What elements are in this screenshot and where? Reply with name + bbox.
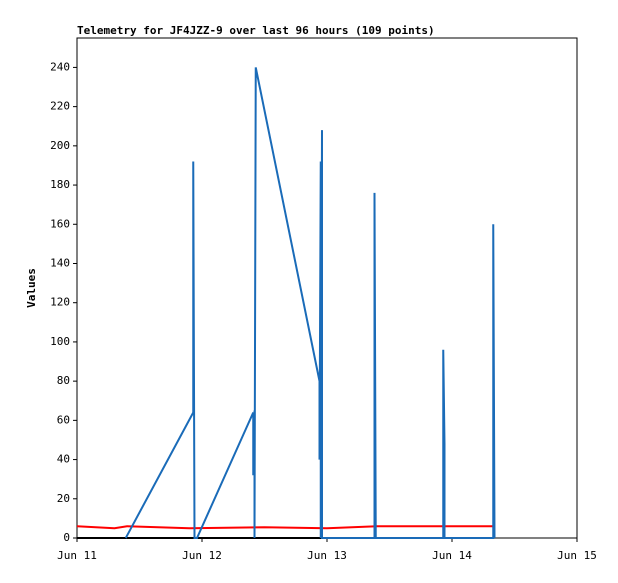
- y-tick-label: 140: [50, 256, 70, 269]
- x-tick-label: Jun 14: [432, 549, 472, 562]
- x-tick-label: Jun 11: [57, 549, 97, 562]
- y-tick-label: 240: [50, 60, 70, 73]
- y-tick-label: 180: [50, 178, 70, 191]
- y-tick-label: 120: [50, 296, 70, 309]
- y-tick-label: 160: [50, 217, 70, 230]
- y-tick-label: 60: [57, 413, 70, 426]
- chart-title: Telemetry for JF4JZZ-9 over last 96 hour…: [77, 24, 435, 37]
- y-axis-label: Values: [25, 268, 38, 308]
- y-tick-label: 20: [57, 492, 70, 505]
- x-tick-label: Jun 15: [557, 549, 597, 562]
- y-tick-label: 0: [63, 531, 70, 544]
- series-line: [124, 67, 496, 539]
- x-tick-label: Jun 13: [307, 549, 347, 562]
- y-tick-label: 220: [50, 100, 70, 113]
- y-tick-label: 80: [57, 374, 70, 387]
- series-line: [76, 525, 494, 530]
- y-tick-label: 100: [50, 335, 70, 348]
- y-tick-label: 40: [57, 453, 70, 466]
- y-tick-label: 200: [50, 139, 70, 152]
- x-tick-label: Jun 12: [182, 549, 222, 562]
